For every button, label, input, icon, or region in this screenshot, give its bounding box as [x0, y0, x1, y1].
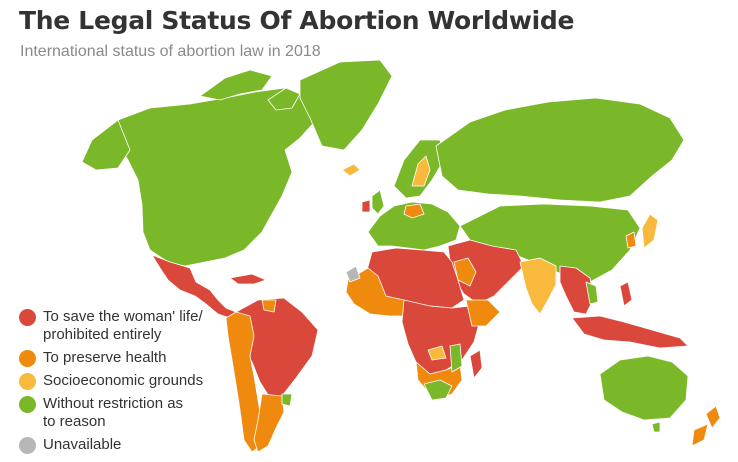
legend-swatch-save-life	[19, 309, 36, 326]
region-caribbean	[229, 273, 267, 285]
region-australia	[599, 355, 689, 421]
region-india	[519, 257, 557, 315]
legend-label-unavailable: Unavailable	[43, 436, 122, 453]
region-arctic-islands-2	[267, 87, 301, 111]
region-greenland	[299, 59, 393, 151]
region-philippines	[619, 281, 633, 307]
region-europe	[367, 201, 461, 251]
legend-item-preserve-health: To preserve health	[19, 349, 249, 367]
chart-subtitle: International status of abortion law in …	[20, 43, 321, 60]
legend-item-unavailable: Unavailable	[19, 436, 249, 454]
region-vietnam	[585, 281, 599, 305]
region-mozambique	[449, 343, 463, 373]
region-arctic-islands	[199, 69, 273, 101]
legend-item-socioeconomic: Socioeconomic grounds	[19, 372, 249, 390]
legend: To save the woman' life/ prohibited enti…	[19, 308, 249, 459]
region-british-isles	[371, 189, 385, 215]
legend-label-save-life: To save the woman' life/ prohibited enti…	[43, 308, 203, 343]
region-horn-of-africa	[465, 299, 501, 327]
region-southeast-asia	[559, 265, 595, 315]
region-japan	[641, 213, 659, 249]
legend-swatch-socioeconomic	[19, 373, 36, 390]
region-tasmania	[651, 421, 661, 433]
region-north-america	[115, 87, 319, 267]
legend-item-save-life: To save the woman' life/ prohibited enti…	[19, 308, 249, 344]
chart-title: The Legal Status Of Abortion Worldwide	[19, 6, 575, 35]
legend-swatch-preserve-health	[19, 350, 36, 367]
region-madagascar	[469, 349, 483, 379]
region-guianas	[261, 299, 277, 313]
region-iceland	[341, 163, 361, 177]
legend-item-without-restriction: Without restriction as to reason	[19, 395, 249, 431]
region-ireland	[361, 199, 371, 213]
region-south-america-west	[225, 311, 263, 453]
region-south-africa	[423, 379, 453, 401]
region-western-sahara	[345, 265, 361, 283]
legend-label-socioeconomic: Socioeconomic grounds	[43, 372, 204, 389]
region-uruguay	[281, 393, 293, 407]
region-poland	[403, 203, 425, 219]
legend-swatch-without-restriction	[19, 396, 36, 413]
region-new-zealand	[705, 405, 721, 429]
region-south-korea	[625, 231, 637, 249]
region-russia	[435, 97, 685, 203]
region-new-zealand-south	[691, 423, 709, 447]
region-alaska	[81, 119, 131, 171]
legend-label-without-restriction: Without restriction as to reason	[43, 395, 184, 430]
region-indonesia	[571, 315, 689, 349]
region-zambia	[427, 345, 447, 361]
legend-label-preserve-health: To preserve health	[43, 349, 167, 366]
region-finland	[411, 155, 431, 187]
legend-swatch-unavailable	[19, 437, 36, 454]
